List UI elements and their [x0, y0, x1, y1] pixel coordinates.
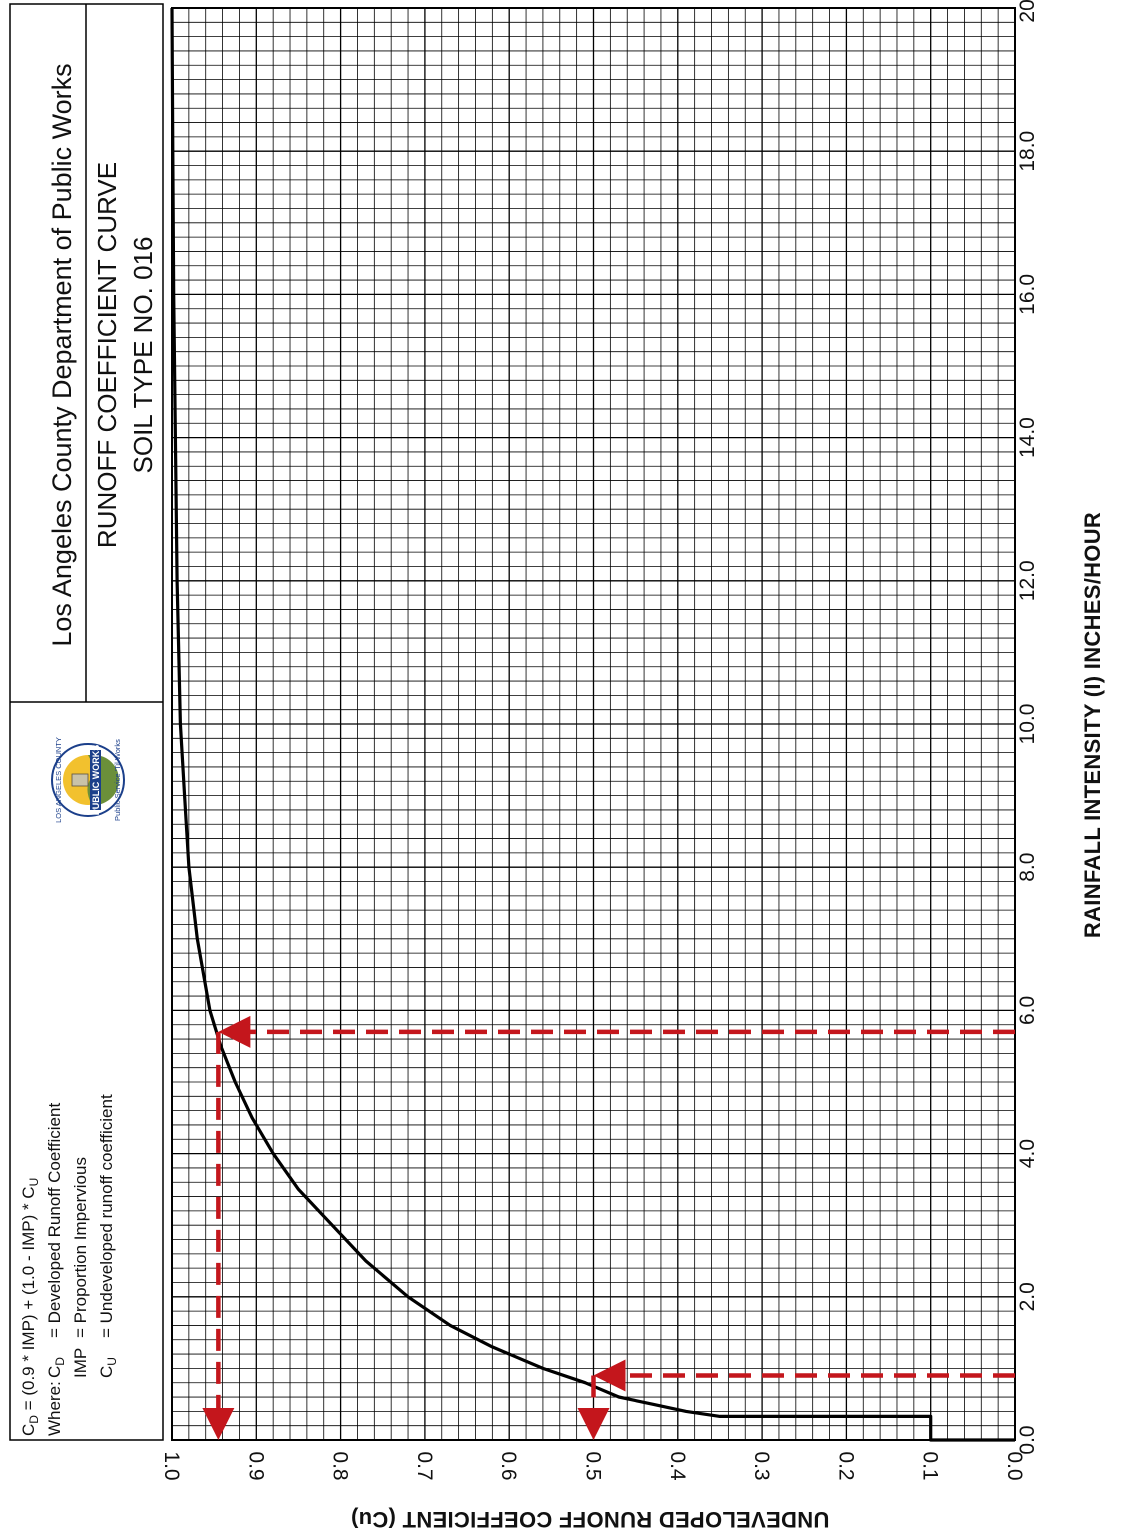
- y-tick-label: 0.6: [497, 1451, 520, 1480]
- public-works-logo: PUBLIC WORKS LOS ANGELES COUNTY Public S…: [51, 737, 125, 823]
- svg-text:LOS ANGELES COUNTY: LOS ANGELES COUNTY: [54, 737, 63, 823]
- x-tick-label: 0.0: [1016, 1425, 1039, 1454]
- annotation-arrow-1: [593, 1359, 626, 1392]
- y-tick-label: 0.8: [329, 1451, 352, 1480]
- def-symbol-cd: CD: [45, 1357, 67, 1378]
- x-tick-label: 12.0: [1016, 560, 1039, 601]
- y-tick-label: 0.7: [413, 1451, 436, 1480]
- def-text-imp: = Proportion Impervious: [71, 1157, 90, 1338]
- annotation-arrowhead-1: [577, 1408, 610, 1440]
- soil-type: SOIL TYPE NO. 016: [128, 237, 158, 474]
- y-tick-label: 0.1: [919, 1451, 942, 1480]
- chart-grid: [171, 7, 1016, 1441]
- chart-curve-layer: [170, 7, 1015, 1442]
- y-tick-label: 0.0: [1003, 1451, 1026, 1480]
- x-tick-label: 10.0: [1016, 704, 1039, 745]
- chart-title: RUNOFF COEFFICIENT CURVE: [92, 162, 122, 548]
- formula-equation: CD = (0.9 * IMP) + (1.0 - IMP) * CU: [19, 1178, 41, 1436]
- series-line-0: [170, 7, 1015, 1442]
- x-tick-label: 2.0: [1016, 1282, 1039, 1311]
- def-text-cu: = Undeveloped runoff coefficient: [97, 1094, 116, 1338]
- y-axis-title: UNDEVELOPED RUNOFF COEFFICIENT (Cu): [351, 1507, 830, 1532]
- x-axis-title: RAINFALL INTENSITY (I) INCHES/HOUR: [1080, 512, 1105, 938]
- agency-name: Los Angeles County Department of Public …: [47, 63, 77, 646]
- x-tick-label: 4.0: [1016, 1139, 1039, 1168]
- y-tick-label: 0.9: [244, 1451, 267, 1480]
- chart-tick-layer: 0.0 2.0 4.0 6.0 8.0 10.0 12.0 14.0 16.0 18.0 20. 0.…: [160, 0, 1039, 1481]
- y-tick-label: 0.5: [582, 1451, 605, 1480]
- x-tick-label: 8.0: [1016, 853, 1039, 882]
- x-tick-label: 14.0: [1016, 417, 1039, 458]
- chart-annotation-layer: [202, 1015, 1015, 1440]
- svg-text:PUBLIC WORKS: PUBLIC WORKS: [91, 745, 101, 816]
- x-tick-label: 20.: [1016, 0, 1039, 23]
- x-tick-label: 6.0: [1016, 996, 1039, 1025]
- annotation-arrow-0: [218, 1015, 251, 1048]
- def-symbol-imp: IMP: [71, 1348, 90, 1378]
- y-tick-label: 0.4: [666, 1451, 689, 1481]
- annotation-arrowhead-0: [202, 1408, 235, 1440]
- svg-text:Public Service 'Til Works: Public Service 'Til Works: [113, 739, 122, 821]
- x-tick-label: 18.0: [1016, 131, 1039, 172]
- def-symbol-cu: CU: [97, 1357, 119, 1378]
- header-block: Los Angeles County Department of Public …: [9, 3, 164, 1441]
- y-tick-label: 0.3: [750, 1451, 773, 1480]
- y-tick-label: 0.2: [834, 1451, 857, 1480]
- x-tick-label: 16.0: [1016, 274, 1039, 315]
- where-label: Where:: [45, 1381, 64, 1436]
- formula-block: CD = (0.9 * IMP) + (1.0 - IMP) * CU Wher…: [19, 1094, 119, 1436]
- def-text-cd: = Developed Runoff Coefficient: [45, 1103, 64, 1338]
- y-tick-label: 1.0: [160, 1451, 183, 1480]
